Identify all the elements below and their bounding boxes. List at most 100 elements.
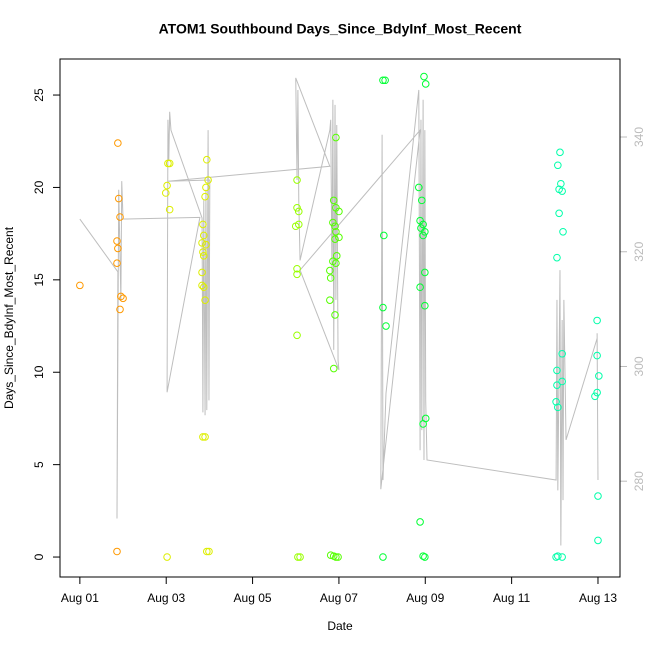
point	[293, 203, 301, 212]
point	[201, 192, 209, 201]
y-tick-label: 25	[32, 88, 46, 102]
point	[332, 553, 340, 561]
point	[199, 252, 208, 260]
x-tick-label: Aug 09	[406, 591, 444, 605]
point	[331, 311, 339, 319]
point	[113, 259, 121, 268]
y-tick-label: 20	[32, 180, 46, 194]
point	[553, 381, 561, 389]
point	[119, 294, 127, 303]
line	[79, 77, 599, 546]
x-tick-label: Aug 05	[234, 591, 272, 605]
point	[381, 76, 389, 85]
point	[421, 301, 429, 310]
point	[552, 553, 560, 561]
point	[294, 207, 303, 216]
point	[199, 231, 208, 240]
x-tick-label: Aug 11	[493, 591, 530, 605]
y-axis-title: Days_Since_BdyInf_Most_Recent	[2, 226, 16, 409]
point	[332, 252, 341, 260]
point	[558, 349, 566, 358]
point	[555, 209, 563, 218]
point	[293, 176, 301, 184]
point	[554, 403, 562, 412]
point	[296, 553, 304, 561]
point	[557, 179, 565, 188]
point	[556, 148, 564, 157]
point	[326, 551, 335, 559]
point	[199, 248, 207, 256]
point	[205, 547, 213, 556]
x-tick-label: Aug 01	[61, 591, 99, 605]
point	[593, 351, 601, 360]
point	[554, 161, 562, 170]
point	[202, 240, 210, 249]
x-tick-label: Aug 07	[320, 591, 358, 605]
point	[418, 196, 426, 205]
point	[293, 270, 301, 279]
point	[594, 492, 602, 500]
point	[203, 547, 211, 556]
point	[201, 433, 209, 441]
point	[421, 80, 430, 88]
point	[558, 377, 566, 386]
point	[421, 268, 429, 277]
point	[331, 222, 339, 231]
point	[419, 231, 427, 240]
y-tick-label: 10	[32, 365, 46, 379]
point	[331, 235, 339, 243]
point	[329, 196, 338, 205]
point	[591, 392, 599, 401]
point	[198, 239, 206, 247]
point	[326, 274, 335, 282]
point	[419, 552, 427, 560]
point	[204, 176, 212, 184]
point	[116, 213, 124, 221]
point	[76, 281, 84, 290]
point	[114, 139, 122, 147]
point	[203, 155, 211, 164]
point	[198, 281, 206, 290]
point	[293, 331, 301, 340]
x-axis-title: Date	[327, 619, 353, 633]
point	[416, 518, 424, 526]
point	[334, 553, 342, 561]
point	[332, 259, 340, 268]
point	[326, 296, 334, 304]
point	[294, 553, 302, 561]
plot-frame	[59, 58, 621, 578]
chart-title: ATOM1 Southbound Days_Since_BdyInf_Most_…	[159, 21, 522, 37]
point	[379, 553, 387, 561]
point	[335, 233, 343, 242]
point	[326, 266, 334, 275]
point	[419, 220, 427, 229]
point	[335, 207, 343, 216]
point	[593, 388, 601, 397]
point	[553, 366, 561, 375]
point	[117, 292, 125, 301]
point	[595, 372, 603, 380]
point	[293, 264, 301, 273]
point	[421, 553, 429, 561]
y2-tick-label: 340	[632, 127, 646, 147]
point	[199, 433, 207, 441]
point	[165, 159, 174, 168]
y-tick-label: 15	[32, 273, 46, 287]
point	[379, 303, 387, 312]
point	[379, 76, 387, 85]
point	[420, 72, 428, 81]
point	[554, 552, 562, 560]
point	[294, 220, 303, 229]
point	[329, 364, 338, 373]
point	[419, 420, 427, 428]
y-tick-label: 5	[32, 461, 46, 468]
x-tick-label: Aug 03	[147, 591, 185, 605]
point	[594, 536, 602, 545]
point	[165, 205, 174, 214]
point	[198, 268, 206, 277]
x-tick-label: Aug 13	[579, 591, 617, 605]
point	[113, 237, 121, 245]
point	[593, 316, 601, 325]
